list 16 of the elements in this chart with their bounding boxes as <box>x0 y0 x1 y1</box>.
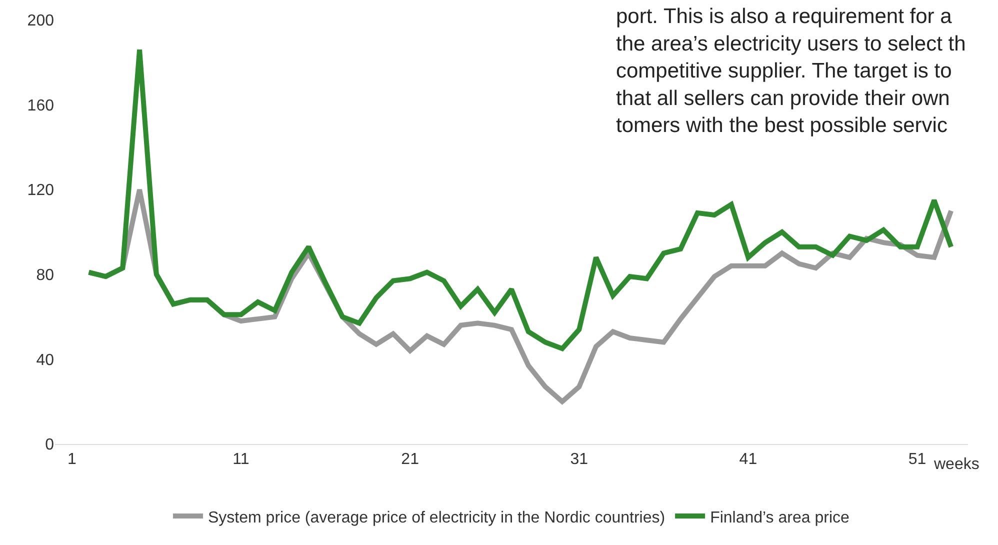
x-tick-label: 51 <box>908 451 926 468</box>
y-tick-label: 0 <box>45 436 54 454</box>
y-tick-label: 160 <box>27 97 54 114</box>
y-tick-label: 80 <box>36 267 54 284</box>
y-tick-label: 40 <box>36 352 54 369</box>
x-tick-label: 41 <box>739 451 758 468</box>
y-tick-label: 200 <box>27 12 54 30</box>
annotation: port. This is also a requirement for a the area’s electricity users to select th competitive supplier. The target is to that all sellers can provide their own tomers with the best possible servic <box>616 5 966 138</box>
legend-label: Finland’s area price <box>710 509 850 526</box>
x-tick-label: 11 <box>232 451 250 468</box>
x-tick-label: 31 <box>570 451 588 468</box>
legend-label: System price (average price of electricity in the Nordic countries) <box>208 509 666 526</box>
x-tick-label: 1 <box>67 451 76 468</box>
x-axis-title: weeks <box>933 456 980 473</box>
y-tick-label: 120 <box>27 182 54 200</box>
x-tick-label: 21 <box>401 451 420 468</box>
